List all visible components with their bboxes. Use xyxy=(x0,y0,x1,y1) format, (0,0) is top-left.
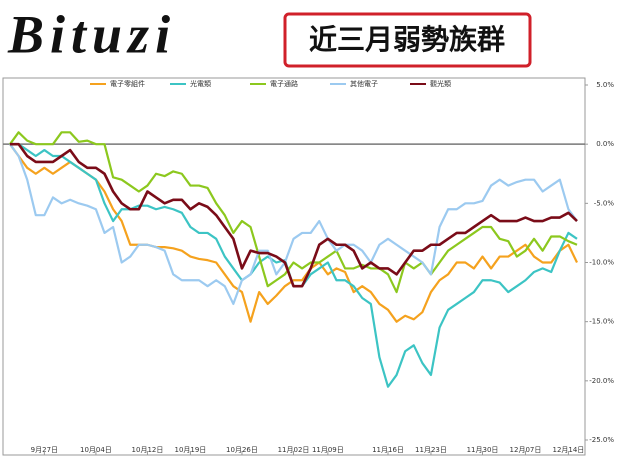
x-tick-label: 11月02日 xyxy=(278,446,310,454)
x-tick-label: 10月04日 xyxy=(80,446,112,454)
title-box xyxy=(283,12,532,68)
legend-label: 其他電子 xyxy=(350,79,378,88)
y-tick-label: -20.0% xyxy=(589,377,614,385)
legend-label: 電子通路 xyxy=(270,79,298,88)
x-tick-label: 9月27日 xyxy=(31,446,58,454)
series-line xyxy=(9,143,578,306)
y-tick-label: -10.0% xyxy=(589,259,614,267)
x-tick-label: 10月26日 xyxy=(226,446,258,454)
x-tick-label: 10月19日 xyxy=(174,446,206,454)
legend-label: 觀光類 xyxy=(430,79,451,88)
x-tick-label: 11月09日 xyxy=(312,446,344,454)
series-line xyxy=(9,131,578,294)
x-tick-label: 12月07日 xyxy=(510,446,542,454)
x-tick-label: 10月12日 xyxy=(132,446,164,454)
y-tick-label: 0.0% xyxy=(596,140,614,148)
y-tick-label: -5.0% xyxy=(594,199,615,207)
y-tick-label: 5.0% xyxy=(596,81,614,89)
series-line xyxy=(9,143,578,323)
x-tick-label: 11月16日 xyxy=(372,446,404,454)
legend-label: 光電類 xyxy=(190,79,211,88)
chart-title: 近三月弱勢族群 xyxy=(309,23,505,56)
x-tick-label: 11月30日 xyxy=(467,446,499,454)
logo: Bituzi xyxy=(7,4,176,64)
legend-label: 電子零組件 xyxy=(110,79,145,88)
series-line xyxy=(10,142,578,288)
x-tick-label: 12月14日 xyxy=(552,446,584,454)
y-tick-label: -25.0% xyxy=(589,436,614,444)
y-tick-label: -15.0% xyxy=(589,318,614,326)
x-tick-label: 11月23日 xyxy=(415,446,447,454)
